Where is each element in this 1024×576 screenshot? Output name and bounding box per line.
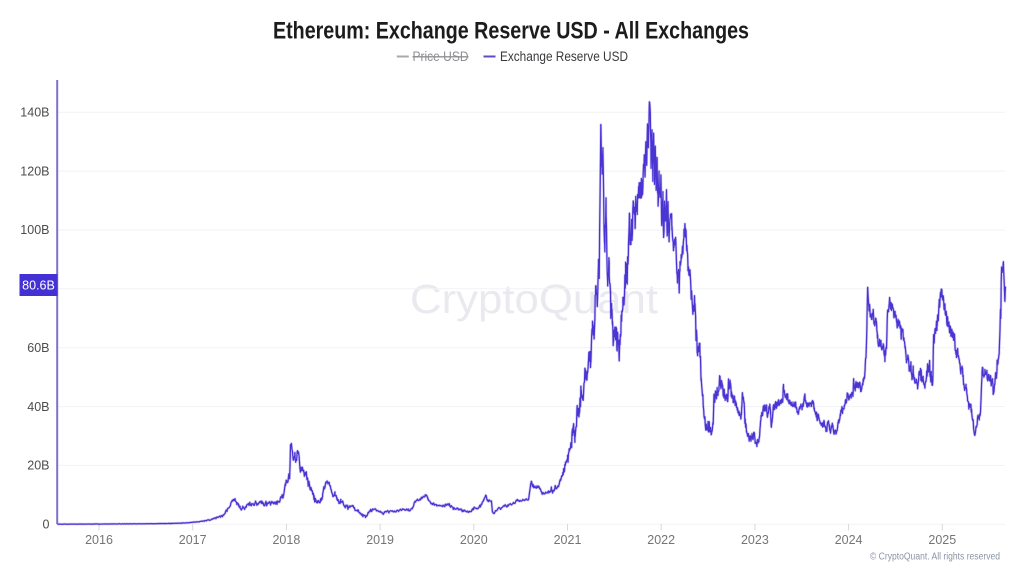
svg-text:140B: 140B bbox=[20, 105, 49, 119]
svg-text:0: 0 bbox=[43, 518, 50, 532]
svg-text:© CryptoQuant. All rights rese: © CryptoQuant. All rights reserved bbox=[870, 552, 1000, 563]
svg-text:2018: 2018 bbox=[272, 533, 300, 547]
svg-text:2025: 2025 bbox=[928, 533, 956, 547]
svg-text:Price USD: Price USD bbox=[413, 49, 469, 64]
svg-text:2021: 2021 bbox=[554, 533, 582, 547]
svg-text:2022: 2022 bbox=[647, 533, 675, 547]
svg-text:2020: 2020 bbox=[460, 533, 488, 547]
svg-text:2019: 2019 bbox=[366, 533, 394, 547]
svg-text:2023: 2023 bbox=[741, 533, 769, 547]
svg-text:40B: 40B bbox=[27, 400, 49, 414]
svg-text:2016: 2016 bbox=[85, 533, 113, 547]
svg-text:2024: 2024 bbox=[835, 533, 863, 547]
svg-text:120B: 120B bbox=[20, 164, 49, 178]
svg-text:Exchange Reserve USD: Exchange Reserve USD bbox=[500, 49, 628, 64]
svg-text:20B: 20B bbox=[27, 459, 49, 473]
svg-text:Ethereum: Exchange Reserve USD: Ethereum: Exchange Reserve USD - All Exc… bbox=[273, 18, 749, 45]
svg-text:100B: 100B bbox=[20, 223, 49, 237]
svg-text:CryptoQuant: CryptoQuant bbox=[410, 276, 659, 322]
svg-text:2017: 2017 bbox=[179, 533, 207, 547]
svg-text:80.6B: 80.6B bbox=[22, 279, 55, 293]
svg-text:60B: 60B bbox=[27, 341, 49, 355]
